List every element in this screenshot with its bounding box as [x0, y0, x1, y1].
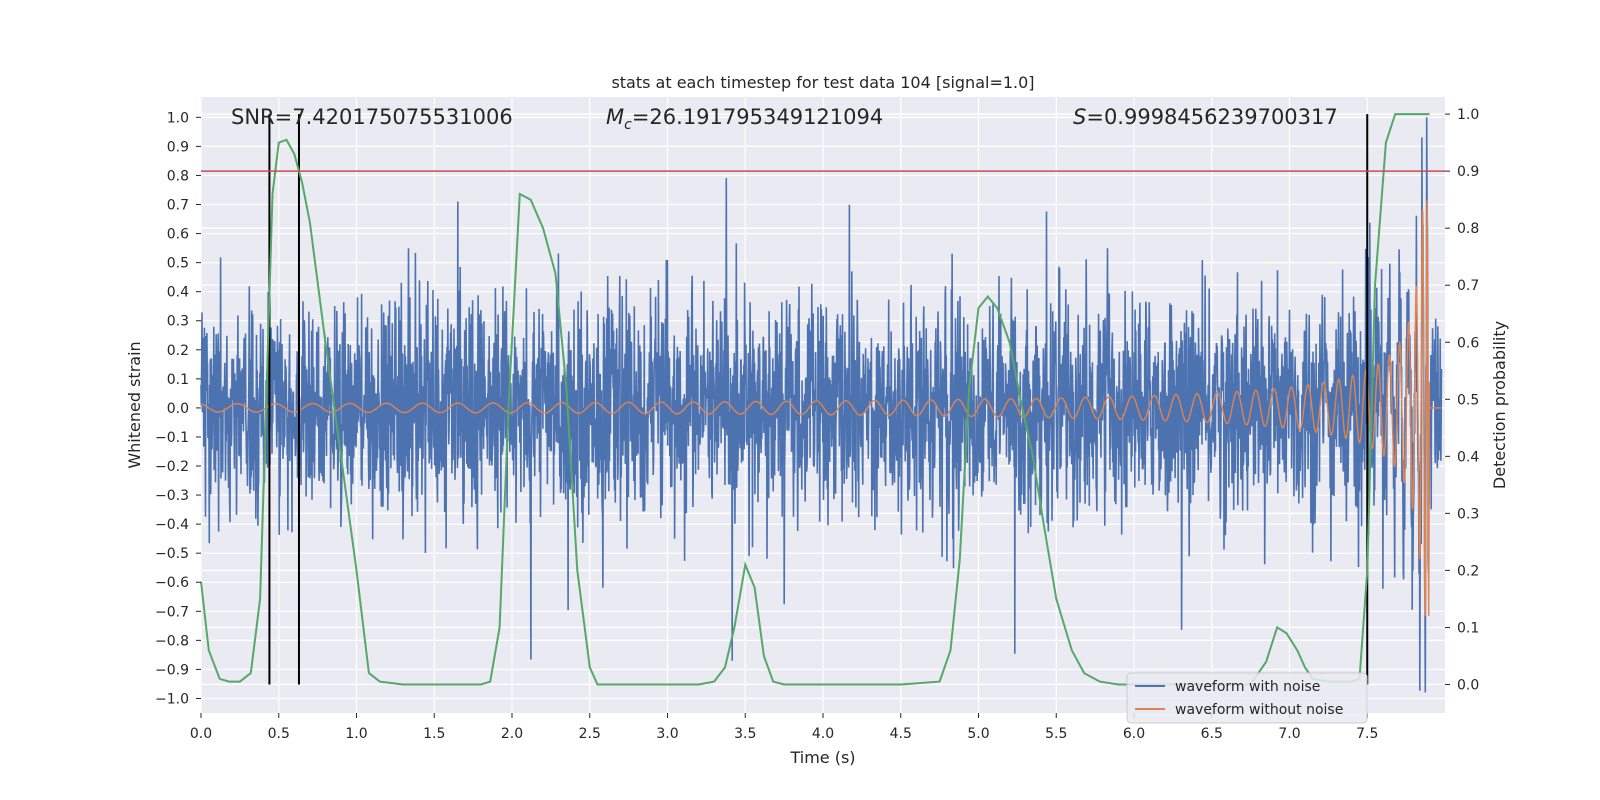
y-tick-label: −0.6	[155, 575, 189, 591]
x-tick-label: 6.0	[1123, 726, 1145, 742]
x-tick-label: 7.0	[1278, 726, 1300, 742]
x-axis-label: Time (s)	[789, 748, 855, 767]
mc-annotation: Mc=26.191795349121094	[606, 105, 883, 133]
y-tick-label: 0.4	[167, 285, 189, 301]
mc-symbol: M	[606, 105, 624, 129]
chart-title: stats at each timestep for test data 104…	[611, 73, 1034, 92]
y-tick-label: −0.2	[155, 459, 189, 475]
y-tick-label: −0.3	[155, 488, 189, 504]
x-tick-label: 7.5	[1356, 726, 1378, 742]
legend-box	[1126, 672, 1368, 724]
s-symbol: S	[1073, 105, 1086, 129]
right-tick-label: 0.6	[1457, 335, 1479, 351]
x-tick-label: 4.0	[812, 726, 834, 742]
detection-probability-line	[200, 113, 1430, 686]
series-waveform-with-noise	[200, 117, 1443, 693]
right-tick-label: 0.0	[1457, 677, 1479, 693]
right-axis: 1.0 0.9 0.8 0.7 0.6 0.5 0.4 0.3 0.2 0.1 0.0	[1445, 107, 1479, 693]
x-tick-label: 5.0	[967, 726, 989, 742]
x-tick-label: 3.5	[734, 726, 756, 742]
right-tick-label: 0.3	[1457, 506, 1479, 522]
y-axis-label: Whitened strain	[125, 341, 144, 468]
series-detection-probability	[200, 113, 1430, 686]
s-annotation: S=0.9998456239700317	[1073, 105, 1338, 129]
y-tick-label: 0.0	[167, 401, 189, 417]
y-tick-label: 0.8	[167, 168, 189, 184]
clean-waveform-line	[200, 200, 1442, 617]
y-tick-label: −0.1	[155, 430, 189, 446]
y-tick-label: −0.5	[155, 546, 189, 562]
mc-subscript: c	[624, 117, 632, 133]
x-tick-label: 0.0	[190, 726, 212, 742]
y-tick-label: 0.9	[167, 139, 189, 155]
right-tick-label: 0.7	[1457, 278, 1479, 294]
x-tick-label: 6.5	[1201, 726, 1223, 742]
x-tick-label: 1.0	[345, 726, 367, 742]
right-tick-label: 0.4	[1457, 449, 1479, 465]
y-tick-label: 1.0	[167, 110, 189, 126]
right-axis-label: Detection probability	[1490, 321, 1509, 489]
s-value: =0.9998456239700317	[1086, 105, 1337, 129]
legend: waveform with noise waveform without noi…	[1126, 672, 1368, 724]
y-tick-label: −0.8	[155, 633, 189, 649]
y-tick-label: 0.3	[167, 314, 189, 330]
x-tick-label: 2.0	[501, 726, 523, 742]
legend-label-clean: waveform without noise	[1175, 702, 1343, 718]
right-tick-label: 0.8	[1457, 221, 1479, 237]
y-tick-label: 0.5	[167, 256, 189, 272]
series-waveform-without-noise	[200, 200, 1442, 617]
snr-annotation: SNR=7.420175075531006	[231, 105, 513, 129]
right-tick-label: 0.9	[1457, 164, 1479, 180]
y-tick-label: 0.6	[167, 227, 189, 243]
noise-waveform-line	[200, 117, 1443, 693]
y-tick-label: −0.4	[155, 517, 189, 533]
x-tick-label: 1.5	[423, 726, 445, 742]
x-tick-label: 5.5	[1045, 726, 1067, 742]
right-tick-label: 0.1	[1457, 620, 1479, 636]
y-tick-label: 0.2	[167, 343, 189, 359]
x-tick-label: 4.5	[890, 726, 912, 742]
right-tick-label: 0.5	[1457, 392, 1479, 408]
right-tick-label: 0.2	[1457, 563, 1479, 579]
left-axis: 1.0 0.9 0.8 0.7 0.6 0.5 0.4 0.3 0.2 0.1 0.0 −0.1 −0.…	[155, 110, 201, 707]
y-tick-label: 0.1	[167, 372, 189, 388]
x-tick-label: 3.0	[656, 726, 678, 742]
legend-label-noise: waveform with noise	[1175, 679, 1320, 695]
mc-value: =26.191795349121094	[632, 105, 883, 129]
vertical-markers	[268, 114, 1369, 685]
y-tick-label: −1.0	[155, 691, 189, 707]
x-tick-label: 0.5	[268, 726, 290, 742]
y-tick-label: 0.7	[167, 198, 189, 214]
y-tick-label: −0.9	[155, 662, 189, 678]
right-tick-label: 1.0	[1457, 107, 1479, 123]
x-axis: 0.0 0.5 1.0 1.5 2.0 2.5 3.0 3.5 4.0 4.5 5.0 5.5 6.0 6…	[190, 713, 1378, 742]
y-tick-label: −0.7	[155, 604, 189, 620]
x-tick-label: 2.5	[579, 726, 601, 742]
